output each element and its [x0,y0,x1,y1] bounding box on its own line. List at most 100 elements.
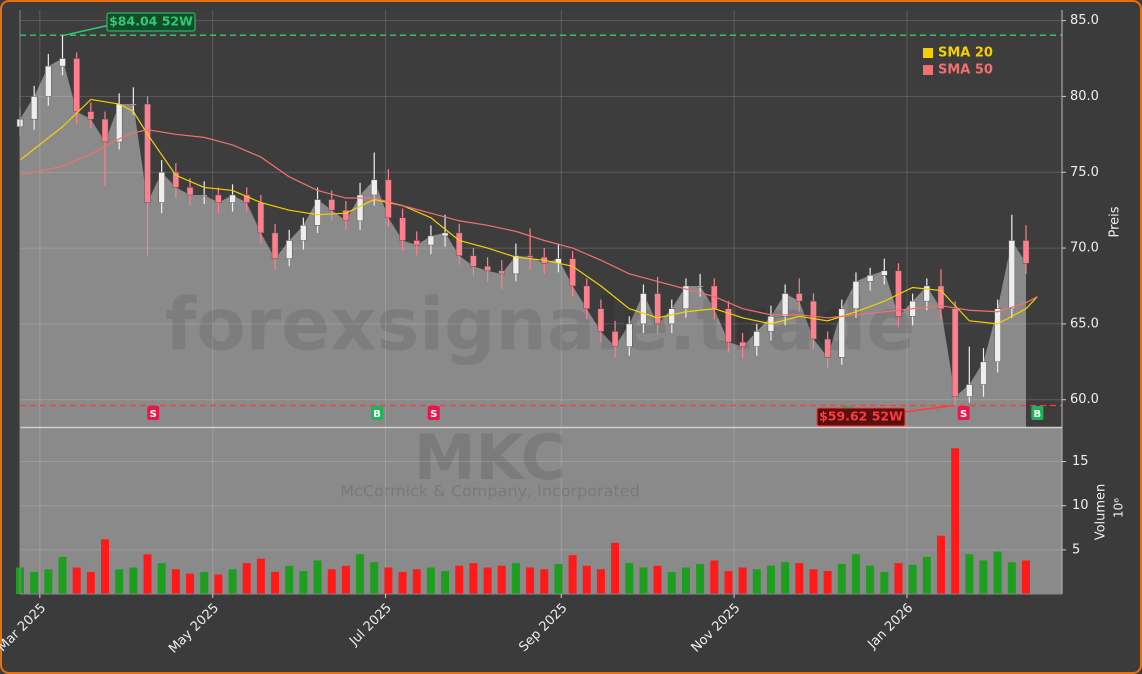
candle-body [59,58,66,67]
legend-label: SMA 50 [938,63,993,78]
volume-bar [639,567,648,594]
candle-body [73,58,80,112]
candle-body [342,209,350,222]
candle-body [257,202,265,234]
candle-body [101,118,109,143]
candle-body [753,331,761,347]
candle-body [696,285,704,288]
candle-body [186,187,194,196]
candle-body [115,103,123,143]
volume-bar [837,563,846,594]
volume-bar [710,560,719,594]
volume-bar [455,565,464,594]
candle-body [583,285,591,309]
candle-body [923,285,931,302]
volume-bar [370,562,379,594]
volume-bar [611,542,620,594]
signal-badge [147,406,160,420]
watermark-ticker: MKC [414,421,566,494]
volume-bar [441,571,450,594]
candle-body [271,232,279,259]
candle-body [441,232,449,237]
candle-body [668,308,676,325]
candle-body [1022,240,1030,264]
volume-tick-label: 15 [1072,454,1089,469]
candle-body [526,255,534,258]
volume-bar [908,564,917,594]
volume-bar [738,567,747,594]
sma-line [19,129,1038,319]
volume-bar [1021,560,1030,594]
candle-body [385,179,392,218]
candle-body [158,172,165,203]
candle-body [1008,240,1016,309]
volume-bar [781,562,790,594]
volume-bar [795,563,804,594]
volume-bar [894,563,903,594]
candle-body [243,194,250,203]
candle-body [130,103,137,106]
candle-body [866,275,874,282]
volume-bar [596,569,605,594]
y-axis-label: Preis [1108,206,1123,237]
volume-bar [299,571,308,594]
volume-bar [625,563,634,594]
volume-bar [936,535,945,594]
volume-tick-label: 10 [1072,498,1089,513]
signal-label: S [150,409,157,420]
volume-bar [384,567,393,594]
volume-bar [129,567,138,594]
volume-bar [242,563,251,594]
candle-body [838,308,846,358]
signal-label: S [960,409,967,420]
volume-bar [356,554,365,594]
volume-bar [851,554,860,594]
volume-bar [186,573,195,594]
volume-bar [483,567,492,594]
y-tick-label: 65.0 [1070,316,1099,331]
candle-body [640,293,647,325]
52w-arrow [904,404,954,413]
candle-body [796,293,803,302]
candle-body [455,232,463,256]
volume-bar [667,571,676,594]
volume-bar [72,567,81,594]
legend-swatch [923,48,933,58]
volume-bar [993,551,1002,594]
volume-bar [1007,562,1016,594]
candle-body [427,235,435,246]
volume-bar [497,565,506,594]
52w-low-label: $59.62 52W [819,409,903,424]
candle-body [370,179,378,196]
volume-bar [271,571,280,594]
volume-bar [526,567,535,594]
volume-bar [979,560,988,594]
volume-bar [341,565,350,594]
volume-bar [809,569,818,594]
volume-bar [469,563,478,594]
volume-bar [171,569,180,594]
candle-body [597,308,605,332]
candle-body [484,266,491,272]
candle-body [682,285,690,309]
volume-bar [965,554,974,594]
candle-body [951,308,959,397]
candle-body [569,258,576,287]
legend-swatch [923,65,933,75]
candle-body [512,255,520,275]
volume-bar [511,563,520,594]
signal-badge [371,406,384,420]
signal-label: S [430,409,437,420]
volume-exponent: 10⁶ [1112,498,1126,518]
volume-bar [951,448,960,594]
52w-label-box [816,407,906,427]
candle-body [215,194,222,203]
signal-badge [427,406,440,420]
volume-panel [20,428,1062,594]
y-tick-label: 70.0 [1070,241,1099,256]
volume-tick-label: 5 [1072,542,1080,557]
y-tick-label: 75.0 [1070,165,1099,180]
volume-bar [922,556,931,594]
